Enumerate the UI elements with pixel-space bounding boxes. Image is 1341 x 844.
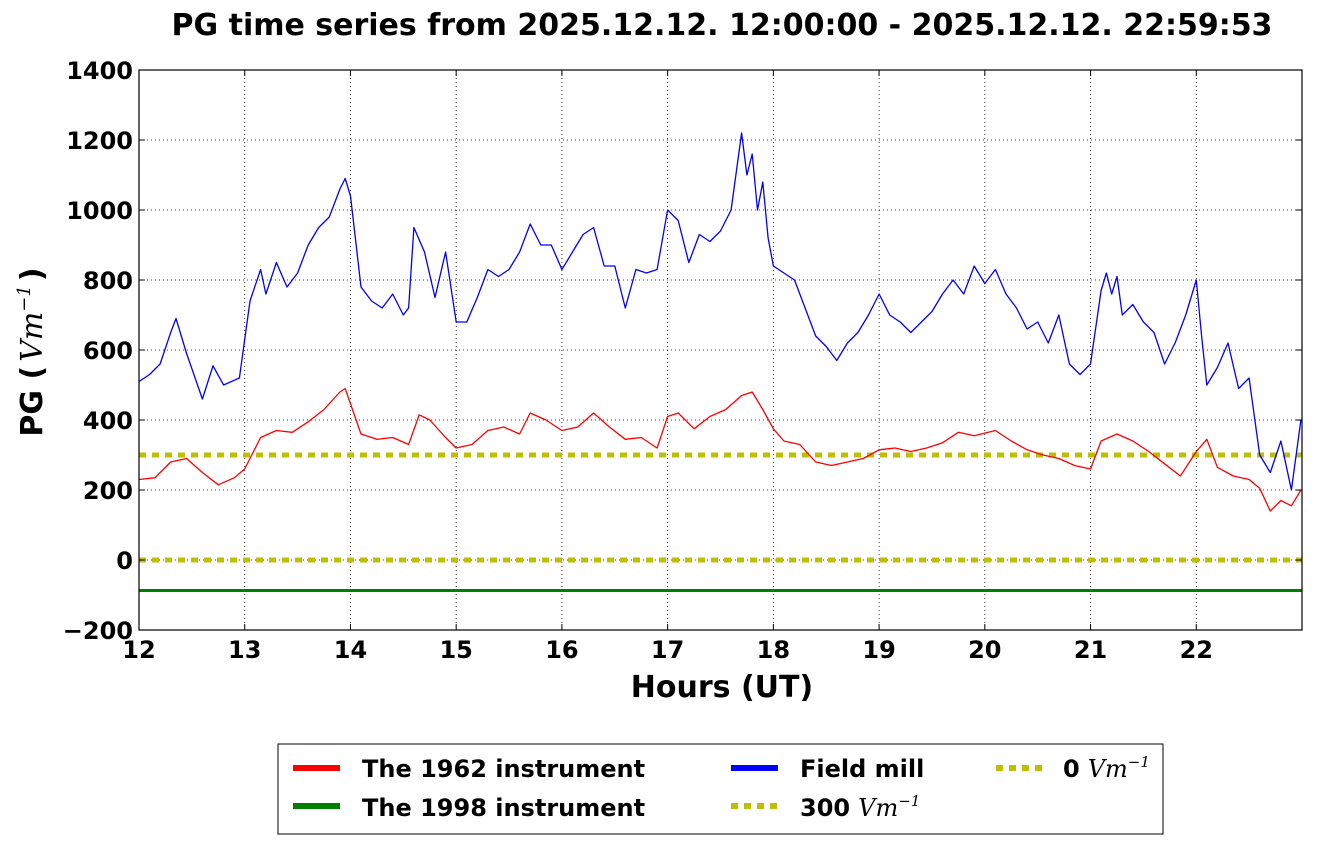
y-tick-label: 600 [83,337,133,365]
x-axis-label: Hours (UT) [631,670,813,705]
x-tick-label: 12 [122,636,155,664]
grid-lines [139,70,1302,630]
x-tick-label: 14 [334,636,367,664]
y-axis-label-exponent: −1 [14,285,35,312]
y-tick-label: 0 [116,547,133,575]
y-tick-label: 1000 [66,197,133,225]
legend-label-1998: The 1998 instrument [362,794,645,822]
y-axis-label-unit: Vm [15,312,50,362]
y-tick-label: 1400 [66,57,133,85]
legend-label-1962: The 1962 instrument [362,755,645,783]
legend-label-300-exponent: −1 [898,792,920,810]
legend-label-0: 0 Vm−1 [1063,753,1150,783]
y-axis-label: PG ( Vm−1) [14,267,50,436]
x-tick-label: 18 [757,636,790,664]
y-tick-label: 400 [83,407,133,435]
x-tick-label: 20 [968,636,1001,664]
x-tick-label: 15 [439,636,472,664]
legend-label-300: 300 Vm−1 [800,792,920,822]
series-line-field-mill [138,132,1302,491]
x-tick-label: 21 [1074,636,1107,664]
legend: The 1962 instrument The 1998 instrument … [277,743,1164,835]
legend-label-0-exponent: −1 [1128,753,1150,771]
y-tick-label: 200 [83,477,133,505]
legend-label-300-unit: Vm [858,794,898,822]
axis-ticks: 12 13 14 15 16 17 18 19 20 21 22 −200 0 200 400 600 800 1… [63,57,1302,664]
legend-label-0-value: 0 [1063,755,1080,783]
legend-label-0-unit: Vm [1088,755,1128,783]
series-line-the-1962-instrument [138,387,1302,512]
y-tick-label: 1200 [66,127,133,155]
x-tick-label: 19 [862,636,895,664]
x-tick-label: 22 [1180,636,1213,664]
y-tick-label: 800 [83,267,133,295]
x-tick-label: 13 [228,636,261,664]
x-tick-label: 17 [651,636,684,664]
chart-title: PG time series from 2025.12.12. 12:00:00… [172,8,1273,43]
y-axis-label-close: ) [15,267,50,281]
y-tick-label: −200 [63,617,133,645]
legend-label-300-value: 300 [800,794,850,822]
series-layer [138,132,1302,592]
legend-frame [277,743,1164,835]
x-tick-label: 16 [545,636,578,664]
y-axis-label-text: PG ( [15,366,50,437]
legend-label-field-mill: Field mill [800,755,924,783]
